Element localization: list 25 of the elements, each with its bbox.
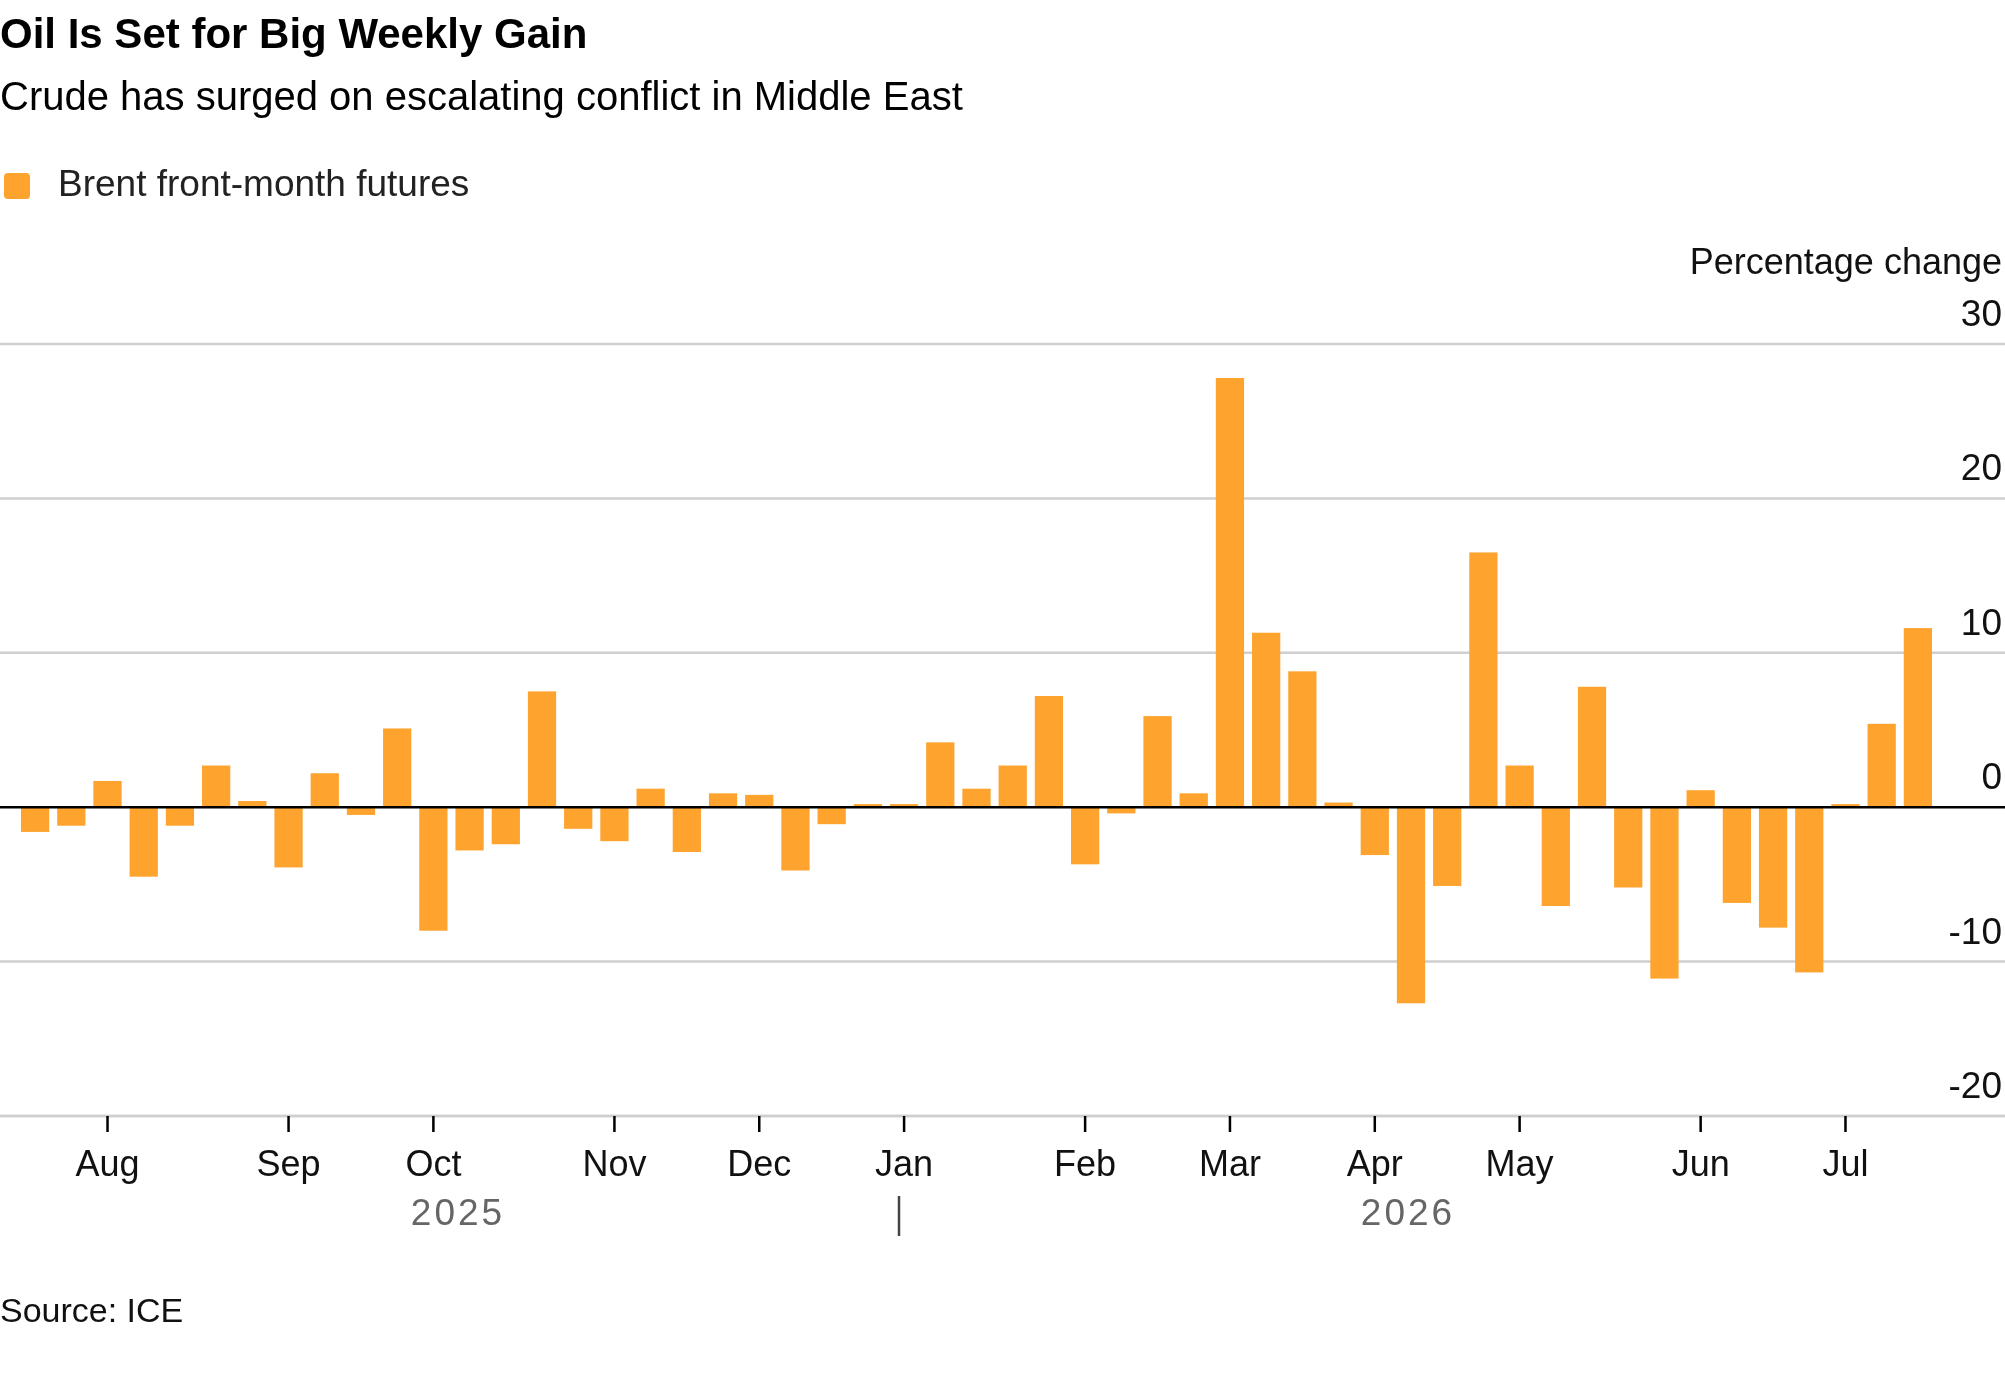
x-tick-label: Oct [405, 1143, 462, 1184]
x-tick-label: Jun [1671, 1143, 1730, 1184]
source-note: Source: ICE [0, 1291, 184, 1329]
y-tick-label: -20 [1948, 1065, 2002, 1106]
x-tick-label: Nov [582, 1143, 647, 1184]
y-tick-label: 20 [1960, 447, 2002, 489]
x-tick-label: Mar [1198, 1143, 1261, 1184]
text: 2026 [1360, 1192, 1456, 1233]
y-tick-label: 30 [1960, 293, 2002, 334]
x-tick-label: Jul [1822, 1143, 1869, 1184]
chart-subtitle: Crude has surged on escalating conflict in Middle East [0, 74, 963, 118]
x-tick-label: Sep [256, 1143, 321, 1184]
x-tick-label: May [1485, 1143, 1554, 1184]
chart-title: Oil Is Set for Big Weekly Gain [0, 10, 588, 57]
x-tick-label: Aug [75, 1143, 140, 1184]
x-tick-label: Feb [1054, 1143, 1117, 1184]
x-tick-label: Apr [1346, 1143, 1403, 1184]
legend-label: Brent front-month futures [58, 163, 470, 204]
y-tick-label: -10 [1948, 910, 2002, 952]
x-tick-label: Jan [875, 1143, 934, 1184]
text: 2025 [410, 1192, 506, 1233]
x-tick-label: Dec [727, 1143, 792, 1184]
y-tick-label: 10 [1960, 601, 2002, 643]
y-tick-label: 0 [1981, 756, 2002, 798]
y-axis-title: Percentage change [1689, 241, 2002, 282]
